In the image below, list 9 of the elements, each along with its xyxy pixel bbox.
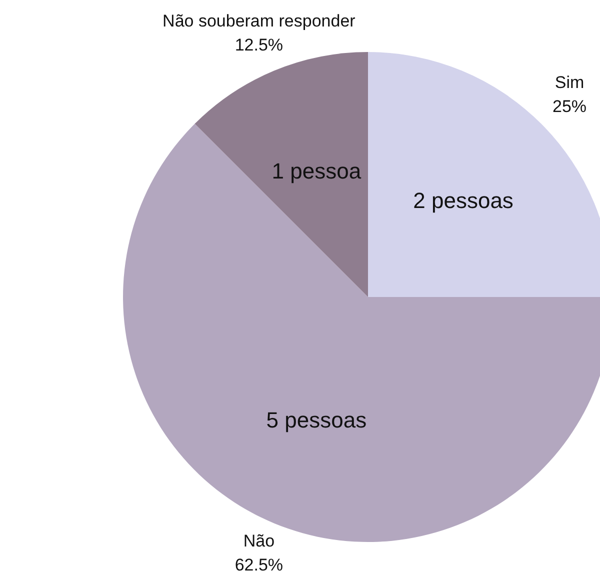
text: 62.5% — [234, 556, 284, 575]
data-label: 2 pessoas — [413, 188, 514, 213]
text: 25% — [552, 97, 587, 116]
slice-label: Sim — [554, 73, 584, 92]
slice-label: Não — [243, 532, 275, 551]
slice-label: Não souberam responder — [162, 11, 356, 30]
data-label: 5 pessoas — [266, 408, 367, 433]
data-label: 1 pessoa — [272, 158, 362, 184]
text: 12.5% — [234, 35, 284, 54]
